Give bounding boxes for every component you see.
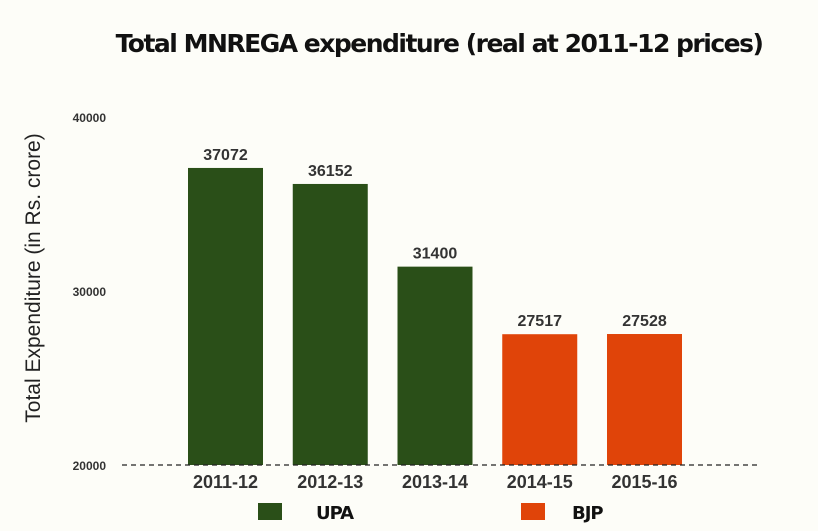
y-tick-label: 40000 (73, 111, 107, 125)
y-axis-label: Total Expenditure (in Rs. crore) (22, 133, 45, 422)
y-axis-ticks: 20000 30000 40000 (73, 111, 107, 473)
chart-title: Total MNREGA expenditure (real at 2011-1… (116, 29, 763, 58)
y-tick-label: 30000 (73, 285, 107, 299)
legend-label-bjp: BJP (572, 503, 603, 524)
data-labels: 37072 36152 31400 27517 27528 (203, 147, 667, 330)
bar-2014-15 (502, 334, 578, 465)
data-label: 31400 (413, 246, 458, 263)
bar-2015-16 (607, 334, 682, 465)
x-tick-label: 2011-12 (193, 472, 258, 492)
data-label: 27517 (518, 313, 563, 330)
legend-label-upa: UPA (316, 503, 354, 524)
data-label: 37072 (203, 147, 248, 164)
legend-swatch-upa (258, 503, 282, 520)
x-tick-label: 2013-14 (402, 472, 468, 492)
x-axis-ticks: 2011-12 2012-13 2013-14 2014-15 2015-16 (193, 472, 678, 492)
y-tick-label: 20000 (73, 459, 107, 473)
legend-swatch-bjp (521, 503, 545, 520)
data-label: 36152 (308, 163, 353, 180)
data-label: 27528 (622, 313, 667, 330)
bar-2011-12 (188, 167, 263, 465)
x-tick-label: 2012-13 (297, 472, 363, 492)
bar-2013-14 (397, 266, 473, 465)
bars (188, 167, 682, 465)
x-tick-label: 2015-16 (611, 472, 677, 492)
bar-2012-13 (292, 183, 368, 465)
legend: UPA BJP (258, 503, 604, 524)
x-tick-label: 2014-15 (507, 472, 573, 492)
